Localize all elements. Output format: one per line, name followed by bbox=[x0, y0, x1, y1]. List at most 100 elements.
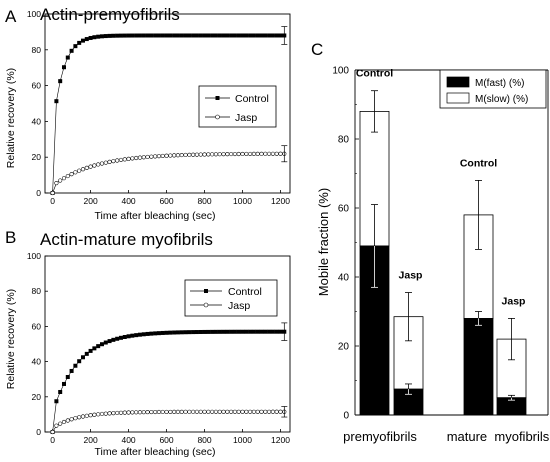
panel-a-jasp-point bbox=[202, 152, 207, 157]
panel-b-legend-jasp: Jasp bbox=[228, 300, 250, 312]
panel-a-jasp-point bbox=[217, 152, 222, 157]
panel-b-control-point bbox=[145, 331, 150, 336]
bar-fast-mature-control bbox=[463, 317, 494, 416]
panel-a-jasp-point bbox=[88, 164, 93, 169]
panel-a-ytick-label: 100 bbox=[27, 9, 41, 19]
panel-b-control-point bbox=[122, 334, 127, 339]
panel-a-control-point bbox=[111, 33, 116, 38]
panel-a-jasp-point bbox=[130, 156, 135, 161]
panel-b-control-point bbox=[251, 329, 256, 334]
panel-b-jasp-point bbox=[164, 409, 169, 414]
panel-b-control-point bbox=[274, 329, 279, 334]
panel-a-jasp-point bbox=[221, 152, 226, 157]
panel-b-jasp-point bbox=[103, 411, 108, 416]
panel-b-ytick-label: 0 bbox=[36, 427, 41, 437]
panel-b-ytick-label: 80 bbox=[32, 286, 42, 296]
panel-b-jasp-point bbox=[145, 410, 150, 415]
panel-b-legend: Control Jasp bbox=[184, 279, 278, 317]
panel-b-xlabel: Time after bleaching (sec) bbox=[95, 446, 216, 458]
panel-b-jasp-point bbox=[137, 410, 143, 415]
panel-a-control-point bbox=[58, 79, 63, 84]
panel-b-jasp-point bbox=[115, 410, 120, 416]
panel-a-jasp-point bbox=[103, 160, 108, 165]
panel-b-control-point bbox=[206, 329, 211, 334]
panel-a-jasp-point bbox=[244, 151, 249, 157]
panel-a-jasp-point bbox=[251, 151, 256, 156]
panel-b-plot: 0 200 400 600 800 1000 1200 0 20 40 60 80 100 bbox=[27, 251, 291, 445]
panel-a-xlabel: Time after bleaching (sec) bbox=[95, 210, 216, 222]
panel-b-xtick-label: 1000 bbox=[233, 435, 252, 445]
panel-a-jasp-point bbox=[213, 152, 219, 157]
panel-a-jasp-point bbox=[172, 153, 177, 158]
panel-a-control-point bbox=[96, 34, 101, 39]
panel-a-jasp-point bbox=[156, 154, 162, 159]
panel-letter-c: C bbox=[311, 40, 323, 59]
panel-a-control-point bbox=[198, 33, 203, 38]
panel-b-title: Actin-mature myofibrils bbox=[40, 230, 213, 249]
panel-c-ytick-label: 60 bbox=[338, 204, 350, 215]
panel-a-jasp-point bbox=[160, 153, 165, 159]
panel-a-control-point bbox=[194, 33, 199, 38]
panel-b-control-point bbox=[156, 331, 161, 336]
panel-b-control-point bbox=[149, 331, 154, 336]
panel-b-jasp-point bbox=[130, 410, 135, 415]
panel-a-jasp-point bbox=[134, 155, 139, 161]
panel-a-control-point bbox=[278, 33, 283, 38]
panel-b-jasp-point bbox=[58, 421, 63, 426]
panel-a-jasp-point bbox=[210, 152, 215, 157]
panel-b-control-point bbox=[210, 329, 215, 334]
panel-b-jasp-point bbox=[248, 409, 253, 414]
panel-a-title: Actin-premyofibrils bbox=[40, 5, 180, 24]
panel-a-jasp-point bbox=[145, 154, 150, 160]
panel-b-jasp-point bbox=[267, 409, 272, 414]
panel-a-jasp-point bbox=[122, 157, 127, 162]
panel-b-control-point bbox=[213, 329, 218, 334]
panel-b-jasp-point bbox=[118, 410, 124, 415]
panel-b-jasp-point bbox=[96, 412, 101, 417]
panel-b-control-point bbox=[73, 363, 78, 368]
panel-c-legend-slow: M(slow) (%) bbox=[475, 94, 528, 105]
panel-a-jasp-point bbox=[198, 152, 203, 157]
panel-a-control-point bbox=[145, 33, 150, 38]
panel-a-ytick-label: 40 bbox=[32, 116, 42, 126]
panel-b-jasp-point bbox=[194, 409, 200, 414]
panel-c-ytick-label: 40 bbox=[338, 273, 350, 284]
panel-b-jasp-point bbox=[198, 409, 203, 414]
panel-a-control-point bbox=[61, 65, 66, 70]
panel-a-control-point bbox=[69, 48, 74, 53]
panel-a-control-point bbox=[267, 33, 272, 38]
bar-label-mature-control: Control bbox=[460, 157, 497, 169]
panel-a-control-point bbox=[134, 33, 139, 38]
panel-a-control-point bbox=[160, 33, 165, 38]
panel-a-control-point bbox=[54, 99, 59, 104]
panel-a-control-point bbox=[107, 33, 112, 38]
panel-a-control-point bbox=[84, 37, 89, 42]
panel-b-ytick-label: 100 bbox=[27, 251, 41, 261]
panel-b-control-point bbox=[160, 330, 165, 335]
panel-b-jasp-point bbox=[107, 411, 112, 416]
panel-a-control-point bbox=[206, 33, 211, 38]
panel-b-ytick-label: 40 bbox=[32, 357, 42, 367]
panel-b-jasp-point bbox=[274, 409, 279, 414]
panel-c-ytick-label: 20 bbox=[338, 342, 350, 353]
panel-b-legend-box bbox=[184, 279, 278, 317]
panel-b-jasp-point bbox=[149, 409, 154, 415]
panel-b-control-point bbox=[229, 329, 234, 334]
panel-b-control-point bbox=[183, 330, 188, 335]
panel-b-control-point bbox=[217, 329, 222, 334]
panel-b-jasp-point bbox=[54, 423, 59, 428]
panel-a-ytick-label: 60 bbox=[32, 81, 42, 91]
panel-a-jasp-point bbox=[54, 181, 59, 186]
panel-a-control-point bbox=[118, 33, 123, 38]
panel-b-control-point bbox=[191, 330, 196, 335]
panel-a-ytick-label: 80 bbox=[32, 45, 42, 55]
panel-b-jasp-point bbox=[259, 409, 264, 414]
panel-b-jasp-point bbox=[111, 411, 116, 416]
panel-a-jasp-point bbox=[248, 151, 253, 156]
panel-b-jasp-point bbox=[187, 409, 192, 414]
panel-a-control-point bbox=[183, 33, 188, 38]
panel-b-control-point bbox=[263, 329, 268, 334]
panel-a-control-point bbox=[156, 33, 161, 38]
panel-a-control-point bbox=[263, 33, 268, 38]
